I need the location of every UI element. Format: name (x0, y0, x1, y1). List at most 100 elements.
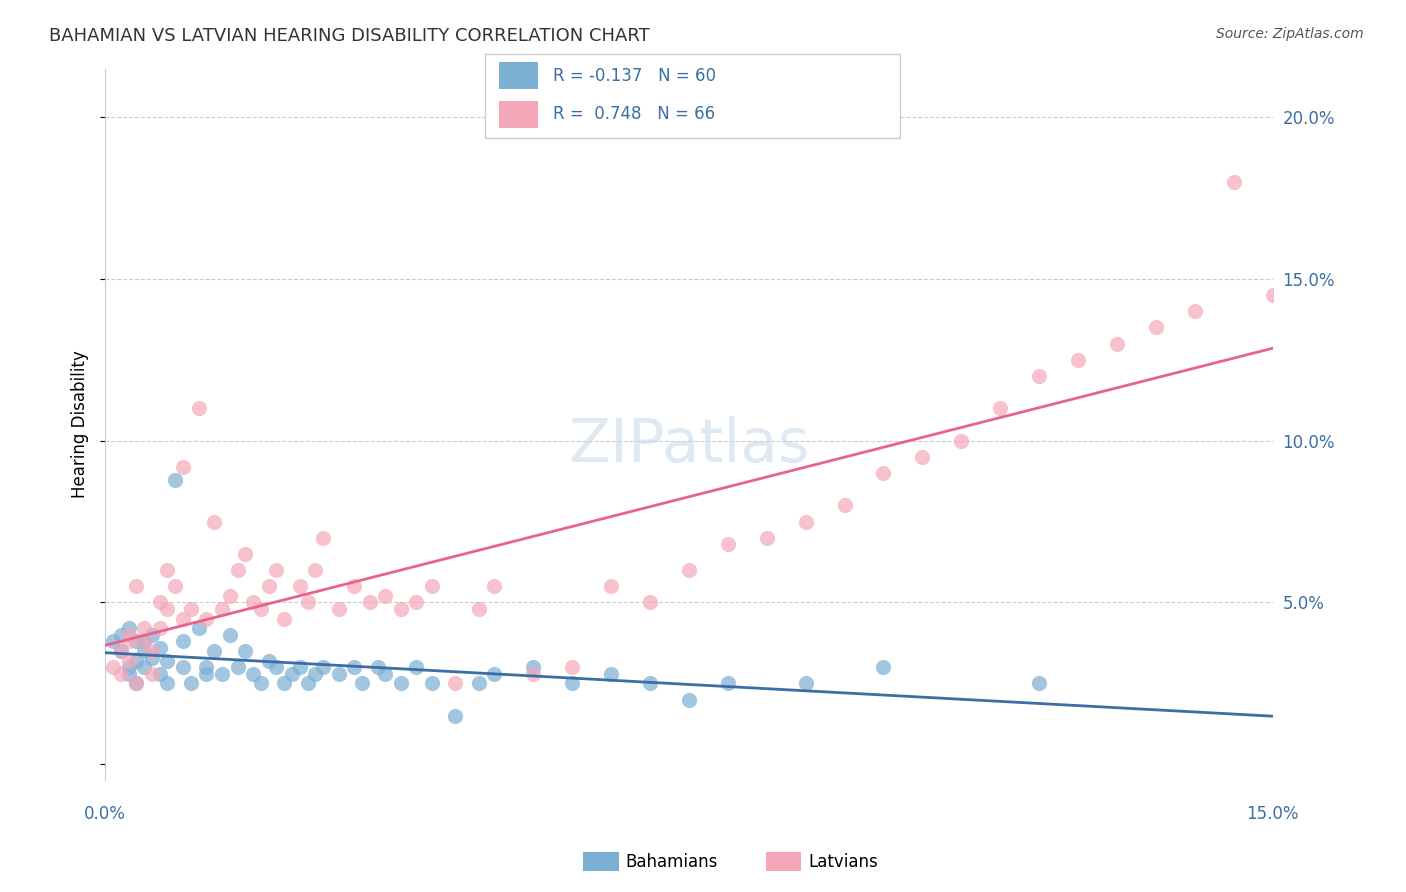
Point (187, 621, 209, 635)
Point (389, 602, 412, 616)
Point (359, 595, 381, 609)
Point (420, 676, 443, 690)
Text: R =  0.748   N = 66: R = 0.748 N = 66 (553, 105, 714, 123)
Point (561, 660, 583, 674)
Point (678, 692, 700, 706)
Point (522, 660, 544, 674)
Point (125, 676, 148, 690)
Point (257, 579, 280, 593)
Point (149, 621, 172, 635)
Point (172, 660, 194, 674)
Point (444, 676, 467, 690)
Point (343, 579, 366, 593)
Point (134, 634, 156, 648)
Point (242, 595, 264, 609)
Point (600, 666, 623, 681)
Point (444, 708, 467, 723)
Point (195, 660, 218, 674)
Point (561, 676, 583, 690)
Point (374, 589, 396, 603)
Point (165, 473, 187, 487)
Point (218, 628, 240, 642)
Point (1144, 320, 1167, 334)
Text: Latvians: Latvians (808, 853, 879, 871)
Point (1067, 352, 1090, 367)
Point (110, 628, 132, 642)
Point (211, 602, 233, 616)
Point (211, 666, 233, 681)
Text: BAHAMIAN VS LATVIAN HEARING DISABILITY CORRELATION CHART: BAHAMIAN VS LATVIAN HEARING DISABILITY C… (49, 27, 650, 45)
Point (233, 547, 256, 561)
Point (312, 660, 335, 674)
Point (226, 660, 249, 674)
Point (165, 579, 187, 593)
Point (250, 602, 273, 616)
Point (988, 401, 1011, 416)
Point (180, 676, 202, 690)
Point (156, 563, 179, 577)
Point (110, 644, 132, 658)
Point (134, 644, 156, 658)
Point (1222, 175, 1244, 189)
Point (117, 634, 139, 648)
Point (717, 537, 740, 551)
Point (172, 459, 194, 474)
Point (420, 579, 443, 593)
Point (141, 650, 163, 665)
Point (149, 595, 172, 609)
Point (834, 499, 856, 513)
Point (1105, 336, 1128, 351)
Point (389, 676, 412, 690)
Point (134, 621, 156, 635)
Point (134, 660, 156, 674)
Point (172, 612, 194, 626)
Point (304, 666, 326, 681)
Point (638, 676, 661, 690)
Point (328, 602, 350, 616)
Point (678, 563, 700, 577)
Point (1028, 676, 1050, 690)
Point (288, 579, 311, 593)
Point (187, 401, 209, 416)
Point (202, 515, 225, 529)
Point (374, 666, 396, 681)
Point (117, 660, 139, 674)
Point (468, 676, 491, 690)
Point (405, 595, 427, 609)
Point (218, 589, 240, 603)
Text: 15.0%: 15.0% (1246, 805, 1299, 823)
Point (297, 676, 319, 690)
Text: Source: ZipAtlas.com: Source: ZipAtlas.com (1216, 27, 1364, 41)
Point (872, 466, 894, 480)
Point (101, 660, 124, 674)
Point (180, 602, 202, 616)
Point (141, 644, 163, 658)
Point (484, 579, 506, 593)
Point (125, 676, 148, 690)
Point (149, 666, 172, 681)
Point (257, 654, 280, 668)
Point (125, 654, 148, 668)
Point (134, 634, 156, 648)
Point (149, 640, 172, 655)
Point (117, 628, 139, 642)
Point (110, 666, 132, 681)
Point (600, 579, 623, 593)
Point (468, 602, 491, 616)
Point (484, 666, 506, 681)
Point (266, 660, 288, 674)
Point (195, 612, 218, 626)
Y-axis label: Hearing Disability: Hearing Disability (72, 351, 89, 499)
Point (950, 434, 973, 448)
Point (312, 531, 335, 545)
Point (794, 676, 817, 690)
Point (233, 644, 256, 658)
Point (172, 634, 194, 648)
Point (117, 666, 139, 681)
Point (141, 666, 163, 681)
Point (156, 654, 179, 668)
Point (297, 595, 319, 609)
Point (117, 654, 139, 668)
Point (101, 634, 124, 648)
Point (273, 676, 295, 690)
